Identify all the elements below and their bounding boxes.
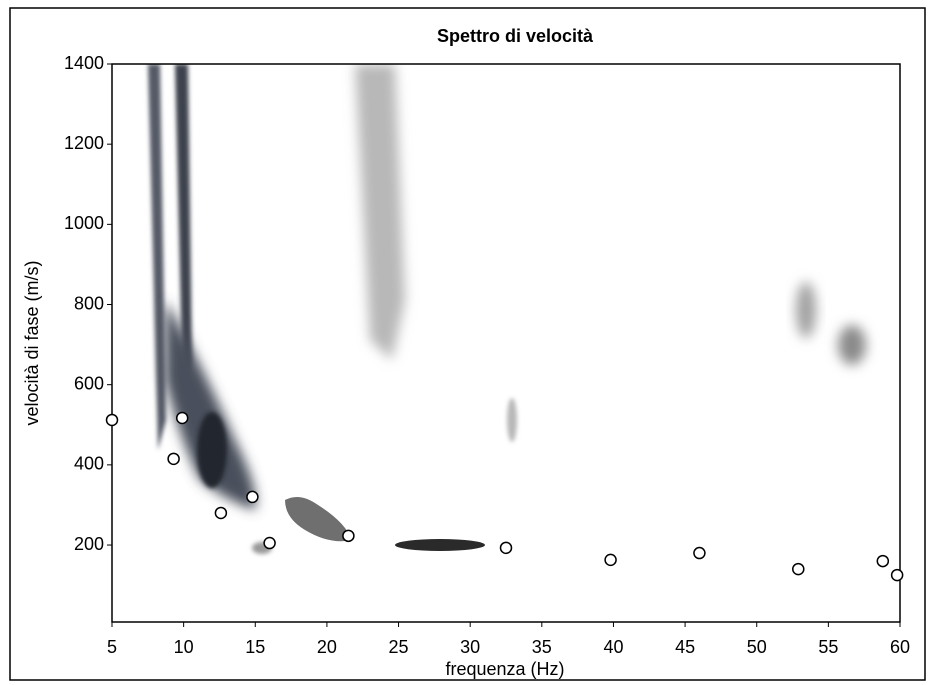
picked-point xyxy=(890,568,904,582)
x-tick-label: 55 xyxy=(818,637,838,657)
y-axis-label: velocità di fase (m/s) xyxy=(22,260,42,425)
spectrum-background xyxy=(148,64,866,554)
chart-title: Spettro di velocità xyxy=(437,26,594,46)
picked-point xyxy=(876,554,890,568)
y-tick-label: 1000 xyxy=(64,213,104,233)
x-tick-label: 15 xyxy=(245,637,265,657)
y-tick-label: 200 xyxy=(74,534,104,554)
picked-point xyxy=(175,411,189,425)
x-tick-label: 60 xyxy=(890,637,910,657)
x-tick-label: 20 xyxy=(317,637,337,657)
picked-point xyxy=(105,413,119,427)
x-tick-label: 50 xyxy=(747,637,767,657)
x-tick-label: 35 xyxy=(532,637,552,657)
x-tick-label: 30 xyxy=(460,637,480,657)
picked-point xyxy=(167,452,180,466)
y-tick-label: 1400 xyxy=(64,53,104,73)
y-tick-label: 800 xyxy=(74,293,104,313)
plot-frame xyxy=(111,63,901,623)
y-tick-label: 1200 xyxy=(64,133,104,153)
frame xyxy=(9,7,926,681)
x-tick-label: 25 xyxy=(389,637,409,657)
picked-point xyxy=(499,541,513,555)
x-tick-label: 45 xyxy=(675,637,695,657)
picked-point xyxy=(604,553,617,567)
x-axis-label: frequenza (Hz) xyxy=(445,659,564,679)
picked-point xyxy=(693,546,706,560)
y-tick-label: 600 xyxy=(74,373,104,393)
y-tick-label: 400 xyxy=(74,454,104,474)
picked-point xyxy=(792,562,805,576)
x-tick-label: 10 xyxy=(174,637,194,657)
picked-point xyxy=(263,536,276,550)
x-tick-label: 5 xyxy=(107,637,117,657)
x-tick-label: 40 xyxy=(603,637,623,657)
picked-point xyxy=(214,506,228,520)
picked-point xyxy=(246,490,259,504)
picked-point xyxy=(342,529,355,543)
